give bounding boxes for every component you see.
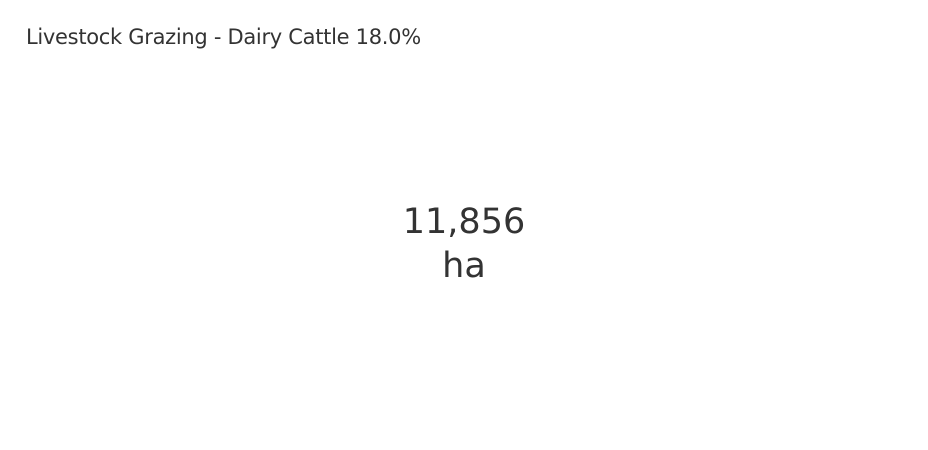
tile-label: Livestock Grazing - Beef Cattle 38.6% xyxy=(26,24,920,51)
tile-label: Livestock Grazing - Dairy Cattle 18.0% xyxy=(26,24,920,51)
value-label: 25,442 xyxy=(402,202,526,242)
value-block: 11,856 ha xyxy=(0,200,928,288)
category: Livestock Grazing - Dairy Cattle xyxy=(26,25,350,49)
value-label: 27,531 xyxy=(402,202,526,242)
percentage: 18.0% xyxy=(355,25,422,49)
unit: ha xyxy=(442,246,486,286)
value-block: 25,442 ha xyxy=(0,200,928,288)
category: Mixed Use - Farming and Grazing xyxy=(26,25,364,49)
unit: ha xyxy=(442,246,486,286)
category: Livestock Grazing - Beef Cattle xyxy=(26,25,342,49)
percentage: 38.6% xyxy=(347,25,414,49)
percentage: 41.7% xyxy=(370,25,436,49)
unit: ha xyxy=(442,246,486,286)
value-label: 11,856 xyxy=(402,202,526,242)
tile-label: Mixed Use - Farming and Grazing 41.7% xyxy=(26,24,920,51)
value-block: 27,531 ha xyxy=(0,200,928,288)
